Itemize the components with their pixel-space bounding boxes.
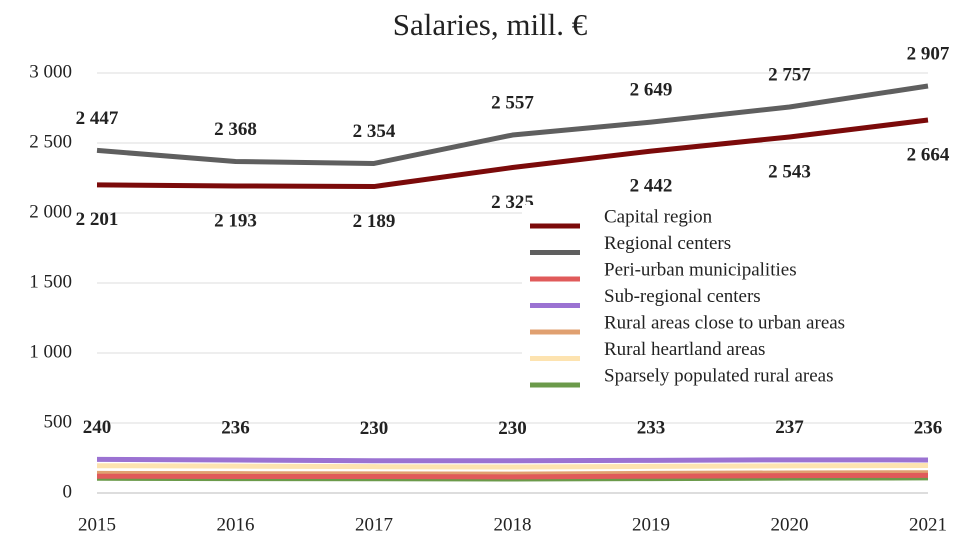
data-label: 230 <box>498 418 527 439</box>
x-tick-label: 2017 <box>355 514 393 535</box>
legend-background <box>522 258 947 285</box>
data-label: 236 <box>914 417 943 438</box>
legend-label: Sub-regional centers <box>604 286 761 307</box>
data-label: 2 193 <box>214 210 257 231</box>
x-tick-label: 2015 <box>78 514 116 535</box>
legend-label: Rural areas close to urban areas <box>604 312 845 333</box>
data-label: 2 442 <box>630 175 673 196</box>
legend-label: Sparsely populated rural areas <box>604 365 834 386</box>
legend-background <box>522 337 947 364</box>
y-tick-label: 2 000 <box>29 201 72 222</box>
y-tick-label: 3 000 <box>29 61 72 82</box>
series-line <box>96 83 929 166</box>
chart-title: Salaries, mill. € <box>393 7 588 42</box>
legend-label: Capital region <box>604 206 713 227</box>
legend-label: Rural heartland areas <box>604 339 765 360</box>
data-label: 2 649 <box>630 79 673 100</box>
data-label: 2 447 <box>76 108 119 129</box>
series-line <box>96 463 929 470</box>
legend-background <box>522 231 947 258</box>
x-tick-label: 2016 <box>217 514 255 535</box>
series-line <box>96 472 929 480</box>
data-label: 2 189 <box>353 211 396 232</box>
data-label: 2 557 <box>491 92 534 113</box>
data-label: 230 <box>360 418 389 439</box>
data-label: 2 368 <box>214 119 257 140</box>
legend-background <box>522 284 947 311</box>
legend-label: Regional centers <box>604 233 731 254</box>
data-label: 236 <box>221 417 250 438</box>
data-label: 237 <box>775 417 804 438</box>
data-label: 2 543 <box>768 161 811 182</box>
y-tick-label: 2 500 <box>29 131 72 152</box>
y-tick-label: 0 <box>63 481 73 502</box>
legend-background <box>522 205 947 232</box>
data-label: 233 <box>637 418 666 439</box>
y-tick-label: 1 000 <box>29 341 72 362</box>
y-tick-label: 1 500 <box>29 271 72 292</box>
data-label: 2 664 <box>907 144 950 165</box>
y-tick-label: 500 <box>44 411 73 432</box>
data-label: 240 <box>83 417 112 438</box>
x-tick-label: 2020 <box>771 514 809 535</box>
data-label: 2 757 <box>768 64 811 85</box>
x-tick-label: 2018 <box>494 514 532 535</box>
series-line <box>96 117 929 190</box>
data-label: 2 907 <box>907 43 950 64</box>
series-line <box>96 456 929 464</box>
legend-label: Peri-urban municipalities <box>604 259 797 280</box>
data-label: 2 201 <box>76 209 119 230</box>
x-tick-label: 2019 <box>632 514 670 535</box>
legend-background <box>522 364 947 391</box>
data-label: 2 354 <box>353 121 396 142</box>
series-line <box>96 470 929 477</box>
x-tick-label: 2021 <box>909 514 947 535</box>
legend-background <box>522 311 947 338</box>
